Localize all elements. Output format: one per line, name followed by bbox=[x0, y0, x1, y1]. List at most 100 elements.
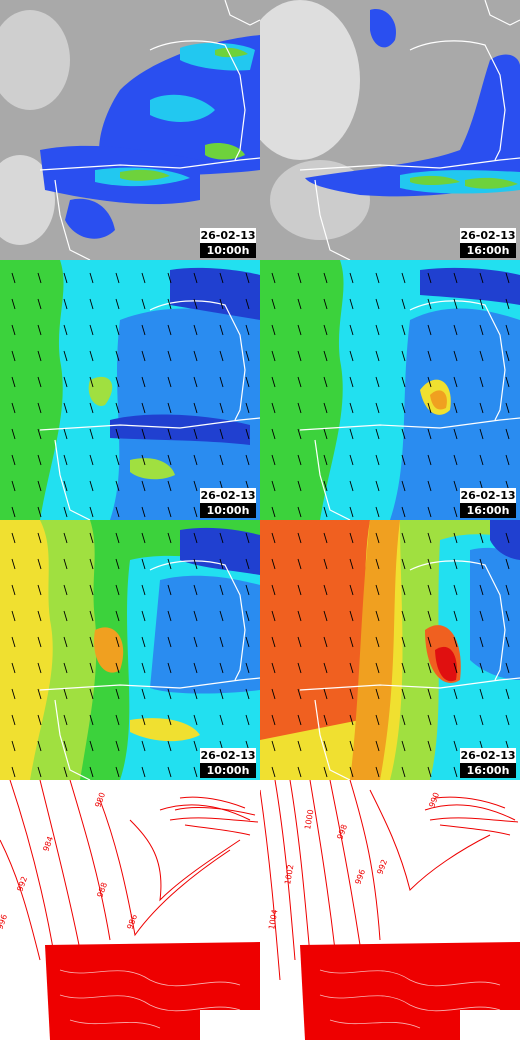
wind-arrow bbox=[141, 766, 146, 778]
wind-arrow bbox=[297, 714, 302, 726]
wind-arrow bbox=[167, 298, 172, 310]
wind-arrow bbox=[115, 324, 120, 336]
wind-arrow bbox=[245, 272, 250, 284]
wind-arrow bbox=[401, 324, 406, 336]
wind-arrow bbox=[37, 428, 42, 440]
wind-arrow bbox=[11, 350, 16, 362]
wind-arrow bbox=[271, 532, 276, 544]
wind-arrow bbox=[37, 636, 42, 648]
wind-arrow bbox=[479, 350, 484, 362]
wind-arrow bbox=[245, 402, 250, 414]
wind-arrow bbox=[375, 766, 380, 778]
wind-arrow bbox=[297, 558, 302, 570]
wind-arrow bbox=[297, 480, 302, 492]
wind-arrow bbox=[193, 454, 198, 466]
wind-arrow bbox=[141, 428, 146, 440]
wind-arrow bbox=[479, 454, 484, 466]
wind-arrow bbox=[297, 740, 302, 752]
isobar-label: 1002 bbox=[283, 864, 295, 886]
wind-arrow bbox=[349, 324, 354, 336]
wind-arrow bbox=[349, 428, 354, 440]
wind-arrow bbox=[427, 714, 432, 726]
wind-arrow bbox=[11, 272, 16, 284]
wind-arrow bbox=[245, 584, 250, 596]
wind-arrow bbox=[271, 454, 276, 466]
wind-arrow bbox=[219, 532, 224, 544]
wind-arrow bbox=[37, 376, 42, 388]
wind-arrow bbox=[193, 506, 198, 518]
wind-map-image-10h bbox=[0, 260, 260, 520]
pressure-map-image-10h: 980 984 988 992 996 986 bbox=[0, 780, 260, 1040]
forecast-hour: 16:00h bbox=[460, 243, 516, 258]
wind-arrow bbox=[427, 350, 432, 362]
wind-arrow bbox=[115, 506, 120, 518]
wind-arrow bbox=[401, 610, 406, 622]
wind-arrow bbox=[479, 662, 484, 674]
wind-arrow bbox=[63, 636, 68, 648]
wind-arrow bbox=[63, 402, 68, 414]
pressure-map-10h: 980 984 988 992 996 986 bbox=[0, 780, 260, 1040]
wind-arrow bbox=[453, 506, 458, 518]
wind-arrow bbox=[453, 350, 458, 362]
wind-arrow bbox=[63, 558, 68, 570]
wind-arrow bbox=[401, 636, 406, 648]
wind-arrow bbox=[271, 324, 276, 336]
wind-arrow bbox=[245, 688, 250, 700]
wind-arrow bbox=[271, 558, 276, 570]
wind-arrow bbox=[427, 428, 432, 440]
wind-arrow bbox=[219, 636, 224, 648]
wind-arrow bbox=[297, 428, 302, 440]
wind-arrow bbox=[323, 714, 328, 726]
wind-arrow bbox=[167, 740, 172, 752]
wind-arrow bbox=[505, 636, 510, 648]
wind-arrow bbox=[323, 610, 328, 622]
wind-arrow bbox=[453, 298, 458, 310]
wind-arrow bbox=[427, 584, 432, 596]
wind-arrow bbox=[141, 402, 146, 414]
wind-arrow bbox=[167, 454, 172, 466]
wind-arrow bbox=[11, 766, 16, 778]
wind-arrow bbox=[193, 324, 198, 336]
wind-arrow bbox=[479, 688, 484, 700]
wind-arrow bbox=[505, 662, 510, 674]
wind-arrow bbox=[167, 714, 172, 726]
wind-arrow bbox=[115, 636, 120, 648]
wind-arrow bbox=[167, 480, 172, 492]
wind-arrow bbox=[401, 714, 406, 726]
wind-arrow bbox=[193, 350, 198, 362]
wind-arrow bbox=[297, 688, 302, 700]
wind-arrow bbox=[427, 740, 432, 752]
wind-arrow bbox=[323, 740, 328, 752]
wind-arrow bbox=[115, 480, 120, 492]
timestamp-badge: 26-02-13 16:00h bbox=[460, 228, 516, 258]
wind-arrow bbox=[453, 324, 458, 336]
wind-arrow bbox=[453, 688, 458, 700]
wind-arrow bbox=[271, 376, 276, 388]
wind-arrow bbox=[245, 350, 250, 362]
wind-arrow bbox=[89, 558, 94, 570]
gust-map-image-16h bbox=[260, 520, 520, 780]
wind-arrow bbox=[89, 272, 94, 284]
isobar-label: 996 bbox=[0, 913, 9, 930]
wind-arrow bbox=[89, 376, 94, 388]
wind-arrow bbox=[11, 740, 16, 752]
wind-arrow bbox=[141, 324, 146, 336]
wind-arrow bbox=[219, 454, 224, 466]
wind-arrow bbox=[167, 766, 172, 778]
wind-arrow bbox=[141, 454, 146, 466]
wind-arrow bbox=[375, 272, 380, 284]
wind-arrow bbox=[63, 480, 68, 492]
wind-arrow bbox=[193, 376, 198, 388]
wind-arrow bbox=[63, 324, 68, 336]
wind-arrow bbox=[271, 610, 276, 622]
wind-arrow bbox=[375, 532, 380, 544]
wind-arrow bbox=[505, 714, 510, 726]
wind-arrow bbox=[505, 610, 510, 622]
wind-arrow bbox=[453, 428, 458, 440]
wind-arrow bbox=[167, 532, 172, 544]
timestamp-badge: 26-02-13 16:00h bbox=[460, 488, 516, 518]
wind-arrow bbox=[167, 350, 172, 362]
wind-arrow bbox=[89, 584, 94, 596]
wind-arrow bbox=[323, 324, 328, 336]
wind-arrow bbox=[479, 584, 484, 596]
